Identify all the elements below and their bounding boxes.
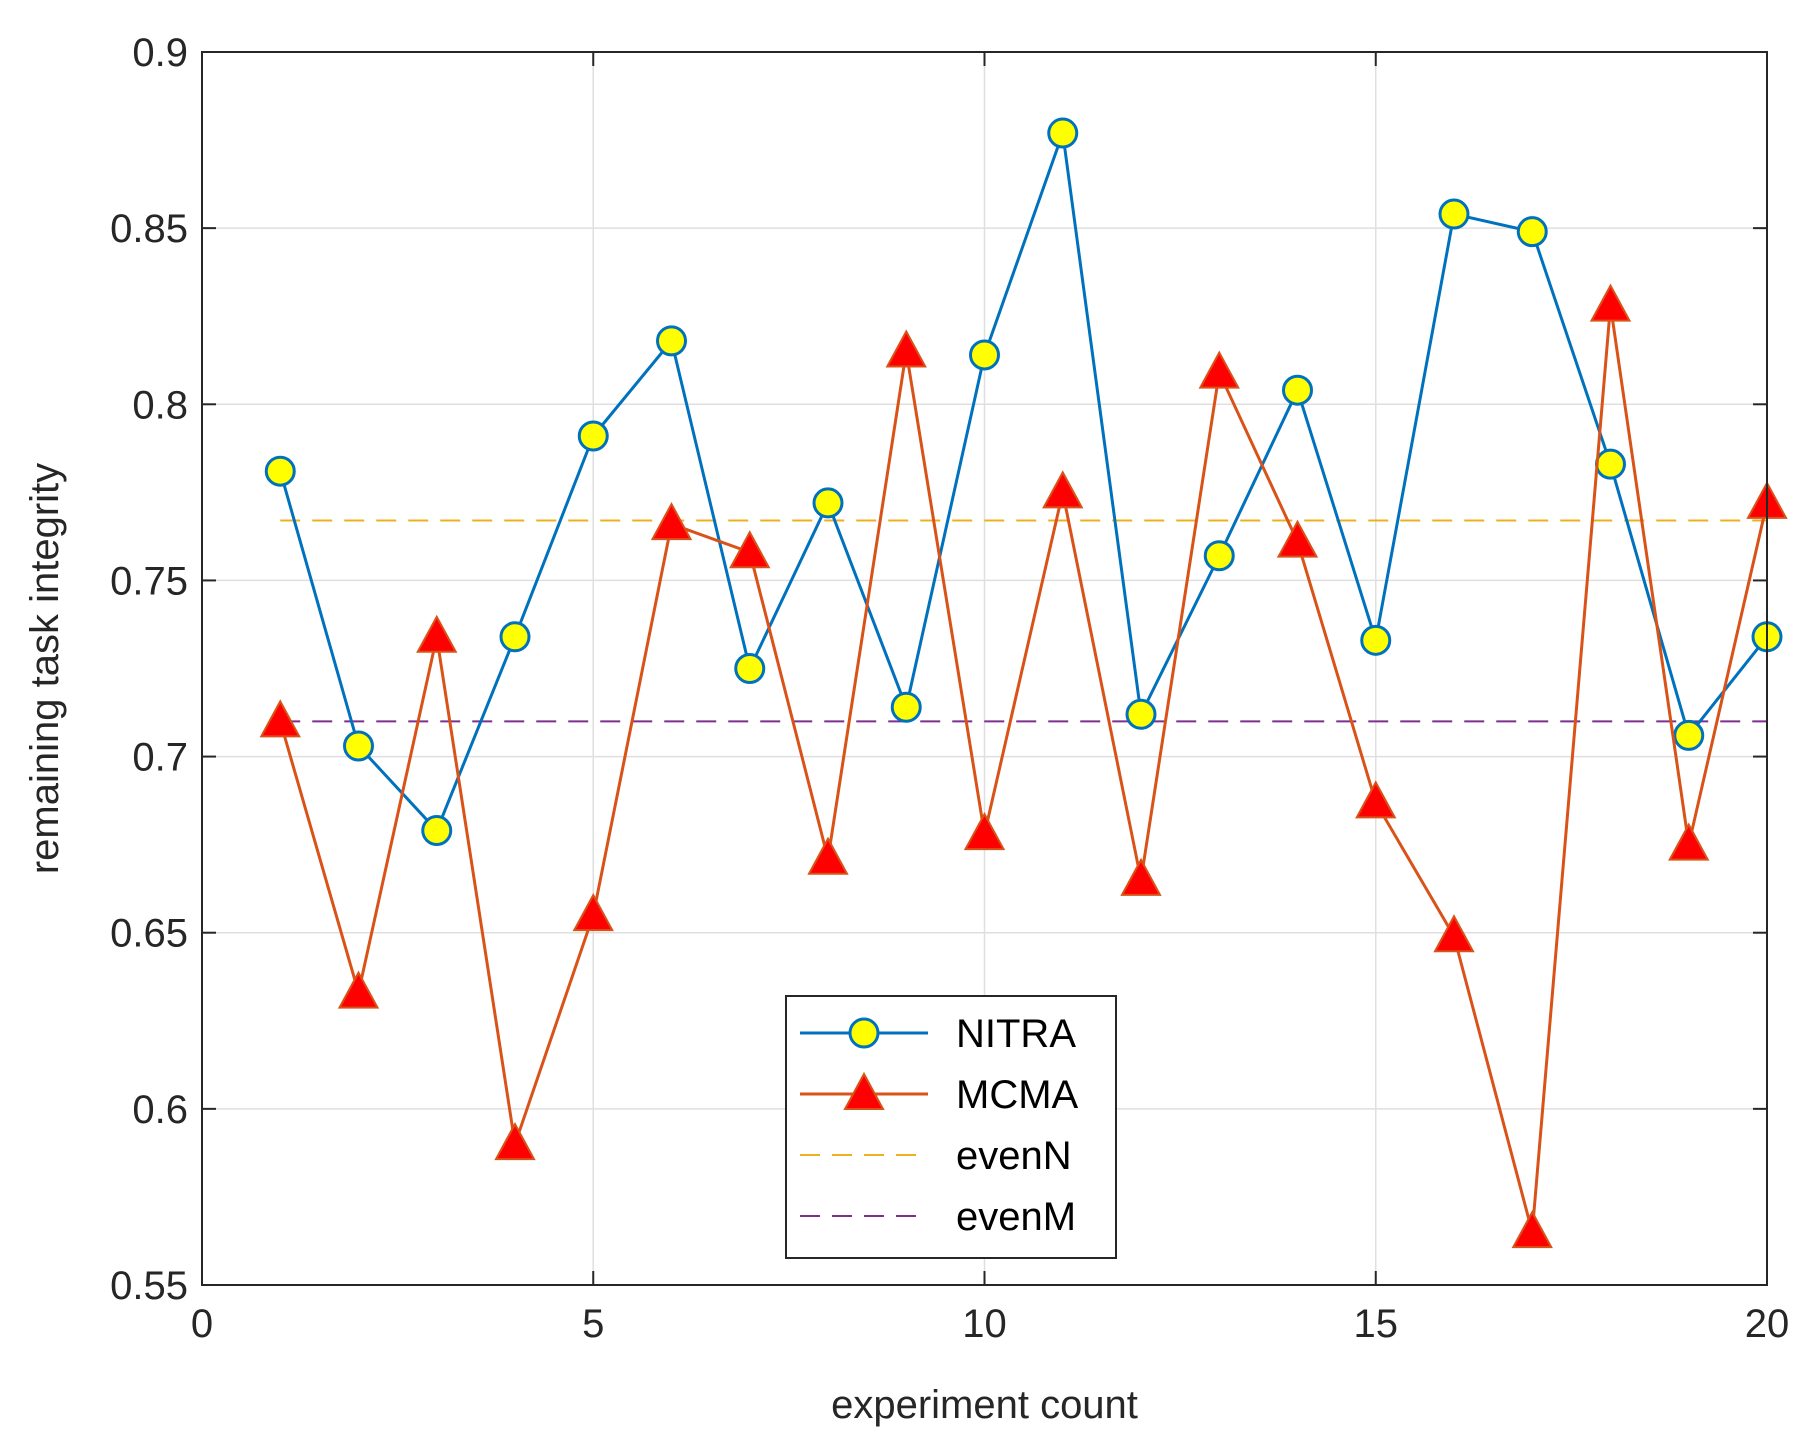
nitra-point	[1673, 719, 1705, 751]
y-tick-label: 0.9	[132, 31, 188, 75]
nitra-point	[1125, 698, 1157, 730]
nitra-point	[812, 487, 844, 519]
mcma-point	[1042, 470, 1084, 509]
nitra-point	[577, 420, 609, 452]
mcma-point	[259, 699, 301, 738]
mcma-point	[1433, 914, 1475, 953]
nitra-point	[1203, 540, 1235, 572]
mcma-point	[729, 530, 771, 569]
nitra-point	[1516, 216, 1548, 248]
nitra-point	[1595, 448, 1626, 480]
y-tick-label: 0.6	[132, 1088, 188, 1132]
mcma-point	[650, 501, 693, 541]
mcma-point	[337, 970, 380, 1009]
nitra-point	[890, 691, 922, 723]
nitra-point	[264, 455, 296, 487]
legend: NITRA MCMA evenN evenM	[785, 995, 1117, 1259]
y-tick-label: 0.8	[132, 383, 188, 427]
mcma-series-line	[278, 304, 1769, 1234]
mcma-point	[885, 329, 927, 368]
x-tick-label: 10	[962, 1302, 1007, 1346]
x-tick-label: 15	[1354, 1302, 1399, 1346]
mcma-point	[1511, 1210, 1553, 1249]
legend-items: NITRA MCMA evenN evenM	[800, 1012, 1079, 1239]
nitra-point	[421, 815, 453, 847]
nitra-point	[499, 621, 531, 653]
nitra-point	[1047, 117, 1079, 149]
series-layer	[259, 117, 1788, 1249]
mcma-point	[1668, 822, 1710, 861]
nitra-point	[734, 653, 766, 684]
y-tick-label: 0.7	[132, 736, 188, 780]
legend-nitra-marker	[848, 1017, 880, 1049]
nitra-point	[343, 730, 374, 762]
legend-evenn-label: evenN	[956, 1134, 1072, 1178]
y-tick-label: 0.65	[110, 912, 188, 956]
nitra-point	[1438, 198, 1470, 230]
mcma-point	[1198, 350, 1240, 389]
x-tick-label: 5	[582, 1302, 604, 1346]
legend-box	[785, 995, 1117, 1259]
mcma-point	[807, 836, 849, 875]
y-tick-label: 0.55	[110, 1264, 188, 1308]
mcma-point	[1120, 857, 1162, 896]
legend-evenm-label: evenM	[956, 1195, 1076, 1239]
legend-mcma-marker	[843, 1071, 885, 1110]
legend-nitra-label: NITRA	[956, 1012, 1076, 1056]
x-axis-label: experiment count	[831, 1383, 1138, 1427]
nitra-point	[656, 325, 687, 357]
grid	[201, 51, 1768, 1286]
y-tick-label: 0.75	[110, 559, 188, 603]
mcma-point	[1276, 519, 1319, 558]
mcma-point	[1355, 780, 1397, 819]
x-tick-label: 20	[1745, 1302, 1790, 1346]
reference-lines	[280, 519, 1767, 723]
mcma-point	[572, 893, 614, 932]
mcma-point	[963, 811, 1006, 851]
mcma-point	[416, 614, 458, 653]
y-tick-label: 0.85	[110, 207, 188, 251]
y-axis-label: remaining task integrity	[23, 463, 67, 874]
nitra-point	[1282, 374, 1313, 406]
x-tick-label: 0	[191, 1302, 213, 1346]
mcma-point	[1589, 283, 1632, 322]
legend-mcma-label: MCMA	[956, 1073, 1079, 1117]
nitra-point	[1360, 624, 1392, 656]
mcma-point	[494, 1121, 536, 1161]
ticks: 0 5 10 15 20 0.55 0.6 0.65 0.7 0.75 0.8 0.85 0.9	[110, 31, 1789, 1346]
nitra-point	[969, 339, 1000, 371]
